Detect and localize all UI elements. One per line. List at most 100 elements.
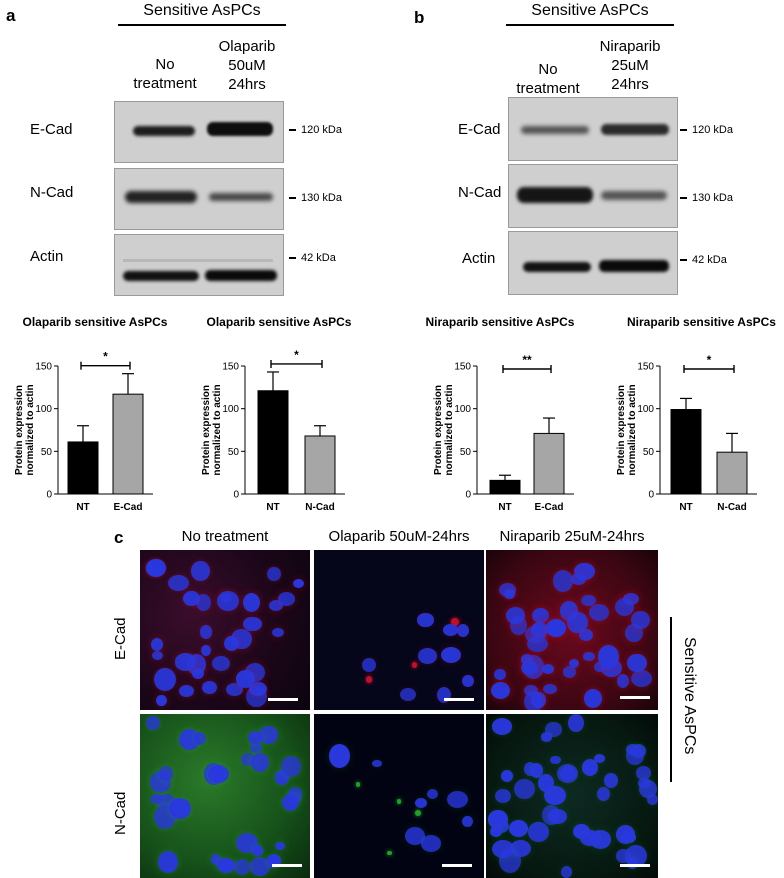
category-label: NT xyxy=(266,502,279,513)
col-line: No xyxy=(538,61,558,78)
nucleus xyxy=(242,593,260,613)
panel-c-row-ecad: E-Cad xyxy=(112,617,129,660)
nucleus xyxy=(630,669,652,687)
nucleus xyxy=(267,567,281,582)
nucleus xyxy=(631,610,651,630)
nucleus xyxy=(415,797,427,809)
nucleus xyxy=(626,747,645,765)
bar xyxy=(304,435,336,495)
scale-bar xyxy=(444,698,474,701)
panel-b-col-niraparib: Niraparib 25uM 24hrs xyxy=(585,37,675,94)
nucleus xyxy=(567,714,584,732)
scale-bar xyxy=(620,864,650,867)
y-tick-label: 150 xyxy=(222,362,239,373)
nucleus xyxy=(594,754,606,764)
stain-spot xyxy=(356,782,361,787)
nucleus xyxy=(542,664,554,674)
nucleus xyxy=(158,766,173,781)
nucleus xyxy=(372,759,383,768)
nucleus xyxy=(528,822,549,842)
stain-spot xyxy=(387,851,392,856)
nucleus xyxy=(623,593,639,605)
category-label: NT xyxy=(498,502,511,513)
nucleus xyxy=(420,835,442,853)
stain-spot xyxy=(450,618,459,627)
nucleus xyxy=(488,810,509,829)
category-label: E-Cad xyxy=(535,502,564,513)
nucleus xyxy=(617,674,630,688)
nucleus xyxy=(636,766,652,780)
y-axis-label: normalized to actin xyxy=(25,384,36,475)
nucleus xyxy=(417,613,434,627)
nucleus xyxy=(560,766,577,781)
panel-a-header: Sensitive AsPCs xyxy=(143,2,261,19)
nucleus xyxy=(582,758,599,776)
nucleus xyxy=(505,607,526,625)
nucleus xyxy=(594,661,605,673)
nucleus xyxy=(442,624,458,636)
kda-label: 120 kDa xyxy=(692,124,733,136)
nucleus xyxy=(597,645,620,669)
nucleus xyxy=(225,682,243,697)
panel-c-letter: c xyxy=(114,528,124,547)
nucleus xyxy=(243,616,262,632)
nucleus xyxy=(569,658,580,668)
nucleus xyxy=(494,669,506,680)
micrograph-ncad-olaparib xyxy=(314,714,484,878)
panel-c-col-no-treatment: No treatment xyxy=(181,528,269,545)
nucleus xyxy=(259,726,279,744)
nucleus xyxy=(578,629,594,642)
nucleus xyxy=(280,755,302,777)
nucleus xyxy=(462,815,473,827)
bar xyxy=(716,451,748,495)
panel-b-letter: b xyxy=(414,8,425,27)
panel-c-col-niraparib: Niraparib 25uM-24hrs xyxy=(499,528,645,545)
nucleus xyxy=(447,791,469,809)
scale-bar xyxy=(620,696,650,699)
panel-a-header-rule xyxy=(118,24,286,26)
nucleus xyxy=(150,794,163,805)
nucleus xyxy=(521,661,538,676)
panel-b-header-rule xyxy=(506,24,674,26)
micrograph-ecad-niraparib xyxy=(486,550,658,710)
nucleus xyxy=(145,558,166,578)
nucleus xyxy=(251,753,270,772)
nucleus xyxy=(274,841,286,851)
y-axis-label: normalized to actin xyxy=(444,384,455,475)
band xyxy=(599,260,669,272)
nucleus xyxy=(638,778,651,788)
nucleus xyxy=(627,856,639,870)
nucleus xyxy=(168,797,191,819)
kda-label: 42 kDa xyxy=(692,254,727,266)
nucleus xyxy=(580,829,600,846)
y-axis-label: normalized to actin xyxy=(627,384,638,475)
bar xyxy=(670,409,702,495)
y-tick-label: 150 xyxy=(35,362,52,373)
nucleus xyxy=(201,645,212,657)
y-axis-label: normalized to actin xyxy=(212,384,223,475)
panel-b-row-ncad: N-Cad xyxy=(458,184,502,201)
nucleus xyxy=(545,618,567,638)
panel-b-col-no-treatment: No treatment xyxy=(503,60,593,98)
y-tick-label: 0 xyxy=(648,490,654,501)
nucleus xyxy=(191,668,204,680)
band xyxy=(601,191,667,200)
category-label: E-Cad xyxy=(114,502,143,513)
nucleus xyxy=(247,730,263,745)
stain-spot xyxy=(365,676,373,684)
y-axis-label: Protein expression xyxy=(14,385,25,475)
category-label: NT xyxy=(679,502,692,513)
micrograph-ecad-olaparib xyxy=(314,550,484,710)
bar xyxy=(257,390,289,495)
nucleus xyxy=(580,594,596,607)
band xyxy=(209,193,273,201)
band xyxy=(123,271,199,281)
nucleus xyxy=(146,715,160,730)
nucleus xyxy=(491,718,513,735)
nucleus xyxy=(178,685,194,698)
nucleus xyxy=(399,687,416,701)
scale-bar xyxy=(272,864,302,867)
nucleus xyxy=(615,824,635,844)
nucleus xyxy=(552,569,574,593)
nucleus xyxy=(288,786,302,798)
